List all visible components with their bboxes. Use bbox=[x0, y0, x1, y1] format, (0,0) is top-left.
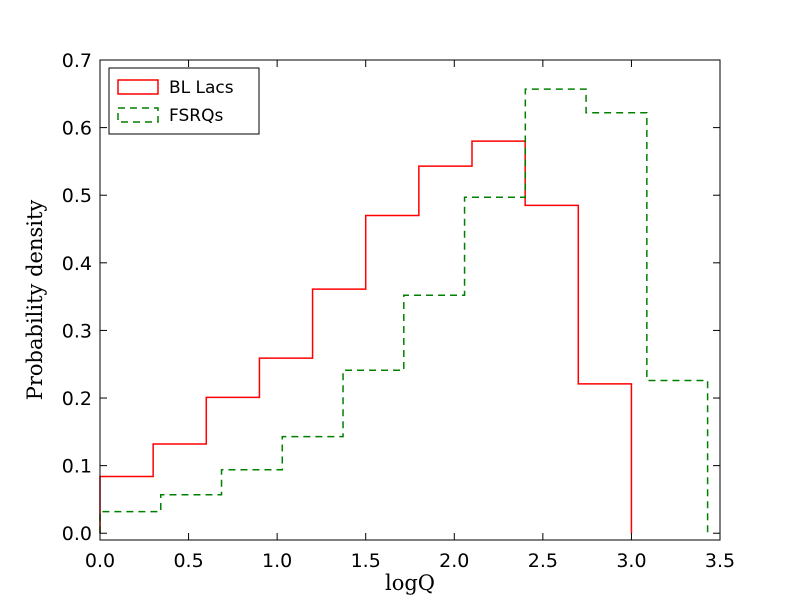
plot-area bbox=[99, 59, 721, 541]
legend-box bbox=[108, 67, 260, 135]
plot-frame bbox=[99, 59, 721, 541]
y-tick-label: 0.3 bbox=[62, 320, 92, 342]
y-tick-label: 0.7 bbox=[62, 50, 92, 72]
legend-label: FSRQs bbox=[169, 106, 223, 126]
y-axis-title: Probability density bbox=[23, 200, 47, 401]
x-tick-label: 2.0 bbox=[439, 550, 469, 572]
x-tick-label: 1.0 bbox=[262, 550, 292, 572]
x-tick-label: 0.5 bbox=[173, 550, 203, 572]
y-tick-label: 0.6 bbox=[62, 118, 92, 140]
y-tick-label: 0.1 bbox=[62, 456, 92, 478]
y-axis: 0.0 0.1 0.2 0.3 0.4 0.5 0.6 0.7 bbox=[62, 50, 720, 545]
series-line-fsrqs bbox=[99, 88, 709, 534]
y-tick-label: 0.0 bbox=[62, 523, 92, 545]
x-axis-title: logQ bbox=[385, 571, 435, 595]
x-tick-label: 1.5 bbox=[351, 550, 381, 572]
x-tick-label: 3.0 bbox=[616, 550, 646, 572]
series-line-bl-lacs bbox=[99, 140, 633, 534]
legend-swatch bbox=[117, 107, 159, 123]
y-tick-label: 0.5 bbox=[62, 185, 92, 207]
legend-swatch bbox=[117, 79, 159, 95]
y-tick-label: 0.4 bbox=[62, 253, 92, 275]
x-axis: 0.0 0.5 1.0 1.5 2.0 2.5 3.0 3.5 bbox=[85, 60, 735, 572]
legend: BL Lacs FSRQs bbox=[108, 67, 260, 135]
x-tick-label: 0.0 bbox=[85, 550, 115, 572]
y-tick-label: 0.2 bbox=[62, 388, 92, 410]
x-tick-label: 2.5 bbox=[528, 550, 558, 572]
legend-label: BL Lacs bbox=[169, 78, 234, 98]
x-tick-label: 3.5 bbox=[705, 550, 735, 572]
